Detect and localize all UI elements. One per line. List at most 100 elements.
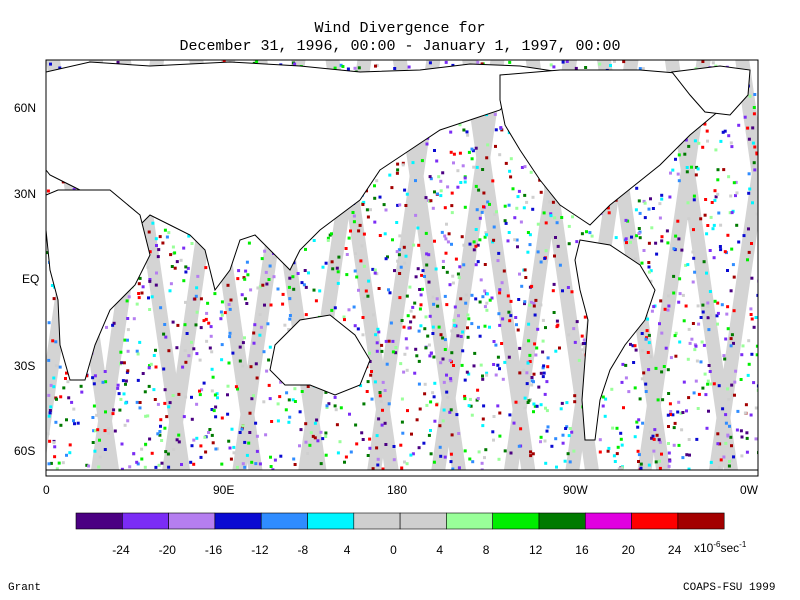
data-speckle — [445, 270, 449, 274]
data-speckle — [751, 201, 754, 205]
data-speckle — [465, 370, 469, 374]
swath-band — [636, 60, 711, 476]
map-frame — [45, 59, 759, 477]
color-swatch — [446, 512, 493, 530]
data-speckle — [167, 231, 171, 235]
data-speckle — [456, 185, 460, 189]
data-speckle — [194, 323, 198, 327]
data-speckle — [696, 407, 700, 410]
data-speckle — [727, 464, 731, 468]
data-speckle — [556, 244, 560, 248]
data-speckle — [103, 429, 107, 433]
data-speckle — [432, 460, 436, 464]
data-speckle — [709, 460, 713, 464]
data-speckle — [97, 379, 101, 382]
data-speckle — [751, 126, 755, 130]
data-speckle — [439, 333, 443, 337]
data-speckle — [463, 180, 467, 184]
data-speckle — [745, 436, 749, 440]
data-speckle — [190, 395, 193, 399]
data-speckle — [222, 60, 226, 64]
data-speckle — [319, 430, 323, 434]
data-speckle — [713, 189, 717, 193]
data-speckle — [653, 428, 657, 432]
data-speckle — [504, 161, 508, 165]
data-speckle — [326, 236, 330, 240]
data-speckle — [298, 410, 302, 414]
color-swatch — [260, 512, 308, 530]
data-speckle — [629, 342, 632, 346]
data-speckle — [598, 438, 602, 442]
data-speckle — [335, 266, 339, 270]
data-speckle — [337, 255, 341, 259]
data-speckle — [85, 463, 89, 467]
data-speckle — [476, 243, 480, 247]
data-speckle — [400, 397, 404, 401]
data-speckle — [46, 432, 50, 436]
data-speckle — [584, 66, 588, 69]
data-speckle — [243, 277, 247, 281]
data-speckle — [480, 461, 484, 465]
data-speckle — [361, 438, 365, 441]
data-speckle — [387, 288, 390, 292]
data-speckle — [97, 465, 101, 469]
south-america-outline — [574, 239, 656, 441]
data-speckle — [535, 404, 539, 408]
data-speckle — [522, 343, 526, 347]
data-speckle — [729, 289, 733, 293]
data-speckle — [98, 438, 101, 442]
data-speckle — [542, 211, 546, 215]
data-speckle — [484, 231, 488, 235]
data-speckle — [541, 318, 545, 322]
data-speckle — [425, 403, 429, 407]
data-speckle — [716, 168, 720, 172]
data-speckle — [509, 157, 513, 161]
data-speckle — [483, 456, 486, 460]
data-speckle — [368, 351, 371, 355]
data-speckle — [355, 442, 359, 446]
data-speckle — [288, 317, 292, 321]
data-speckle — [482, 404, 486, 408]
data-speckle — [716, 311, 720, 315]
data-speckle — [186, 266, 190, 270]
data-speckle — [425, 252, 429, 256]
data-speckle — [268, 264, 272, 268]
data-speckle — [423, 275, 426, 278]
data-speckle — [223, 311, 227, 315]
data-speckle — [747, 250, 751, 254]
data-speckle — [553, 254, 556, 258]
data-speckle — [581, 342, 585, 345]
data-speckle — [92, 429, 96, 433]
data-speckle — [80, 390, 84, 394]
data-speckle — [482, 205, 485, 209]
data-speckle — [555, 319, 559, 323]
data-speckle — [450, 211, 454, 215]
data-speckle — [561, 289, 564, 293]
data-speckle — [613, 460, 617, 463]
data-speckle — [52, 376, 56, 380]
data-speckle — [205, 339, 209, 343]
data-speckle — [195, 436, 199, 440]
data-speckle — [442, 408, 446, 412]
data-speckle — [734, 180, 738, 184]
data-speckle — [375, 341, 379, 345]
data-speckle — [531, 207, 535, 211]
data-speckle — [205, 311, 209, 315]
data-speckle — [726, 434, 730, 438]
data-speckle — [479, 363, 483, 367]
data-speckle — [376, 457, 380, 461]
data-speckle — [498, 411, 502, 415]
data-speckle — [468, 397, 472, 401]
data-speckle — [730, 459, 733, 463]
data-speckle — [76, 421, 80, 425]
data-speckle — [352, 220, 356, 224]
data-speckle — [358, 223, 362, 227]
data-speckle — [121, 379, 125, 383]
data-speckle — [380, 349, 384, 353]
data-speckle — [729, 141, 733, 145]
data-speckle — [399, 443, 403, 447]
data-speckle — [405, 368, 409, 372]
data-speckle — [287, 398, 291, 402]
data-speckle — [210, 367, 214, 371]
data-speckle — [526, 401, 530, 404]
